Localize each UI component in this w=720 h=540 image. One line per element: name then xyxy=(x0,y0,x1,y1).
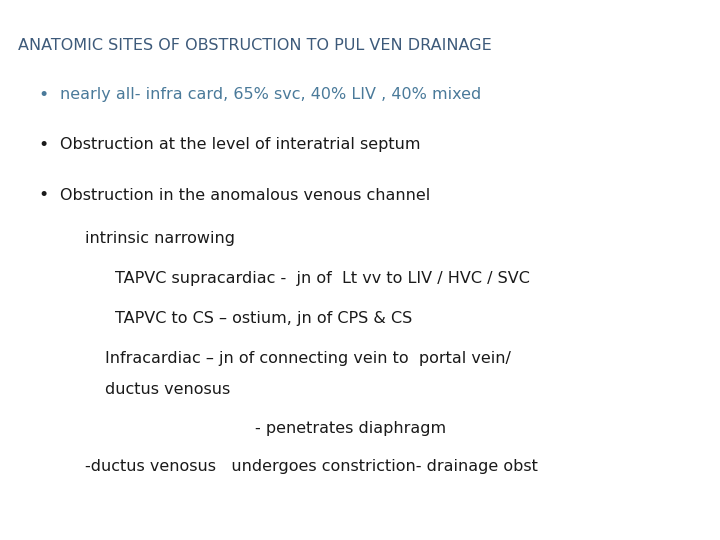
Text: ANATOMIC SITES OF OBSTRUCTION TO PUL VEN DRAINAGE: ANATOMIC SITES OF OBSTRUCTION TO PUL VEN… xyxy=(18,38,492,53)
Text: intrinsic narrowing: intrinsic narrowing xyxy=(85,231,235,246)
Text: nearly all- infra card, 65% svc, 40% LIV , 40% mixed: nearly all- infra card, 65% svc, 40% LIV… xyxy=(60,87,481,103)
Text: Obstruction at the level of interatrial septum: Obstruction at the level of interatrial … xyxy=(60,138,420,152)
Text: •: • xyxy=(38,186,48,204)
Text: -ductus venosus   undergoes constriction- drainage obst: -ductus venosus undergoes constriction- … xyxy=(85,458,538,474)
Text: Obstruction in the anomalous venous channel: Obstruction in the anomalous venous chan… xyxy=(60,187,431,202)
Text: Infracardiac – jn of connecting vein to  portal vein/: Infracardiac – jn of connecting vein to … xyxy=(105,350,511,366)
Text: •: • xyxy=(38,86,48,104)
Text: •: • xyxy=(38,136,48,154)
Text: TAPVC supracardiac -  jn of  Lt vv to LIV / HVC / SVC: TAPVC supracardiac - jn of Lt vv to LIV … xyxy=(115,271,530,286)
Text: TAPVC to CS – ostium, jn of CPS & CS: TAPVC to CS – ostium, jn of CPS & CS xyxy=(115,310,413,326)
Text: - penetrates diaphragm: - penetrates diaphragm xyxy=(255,421,446,435)
Text: ductus venosus: ductus venosus xyxy=(105,382,230,397)
